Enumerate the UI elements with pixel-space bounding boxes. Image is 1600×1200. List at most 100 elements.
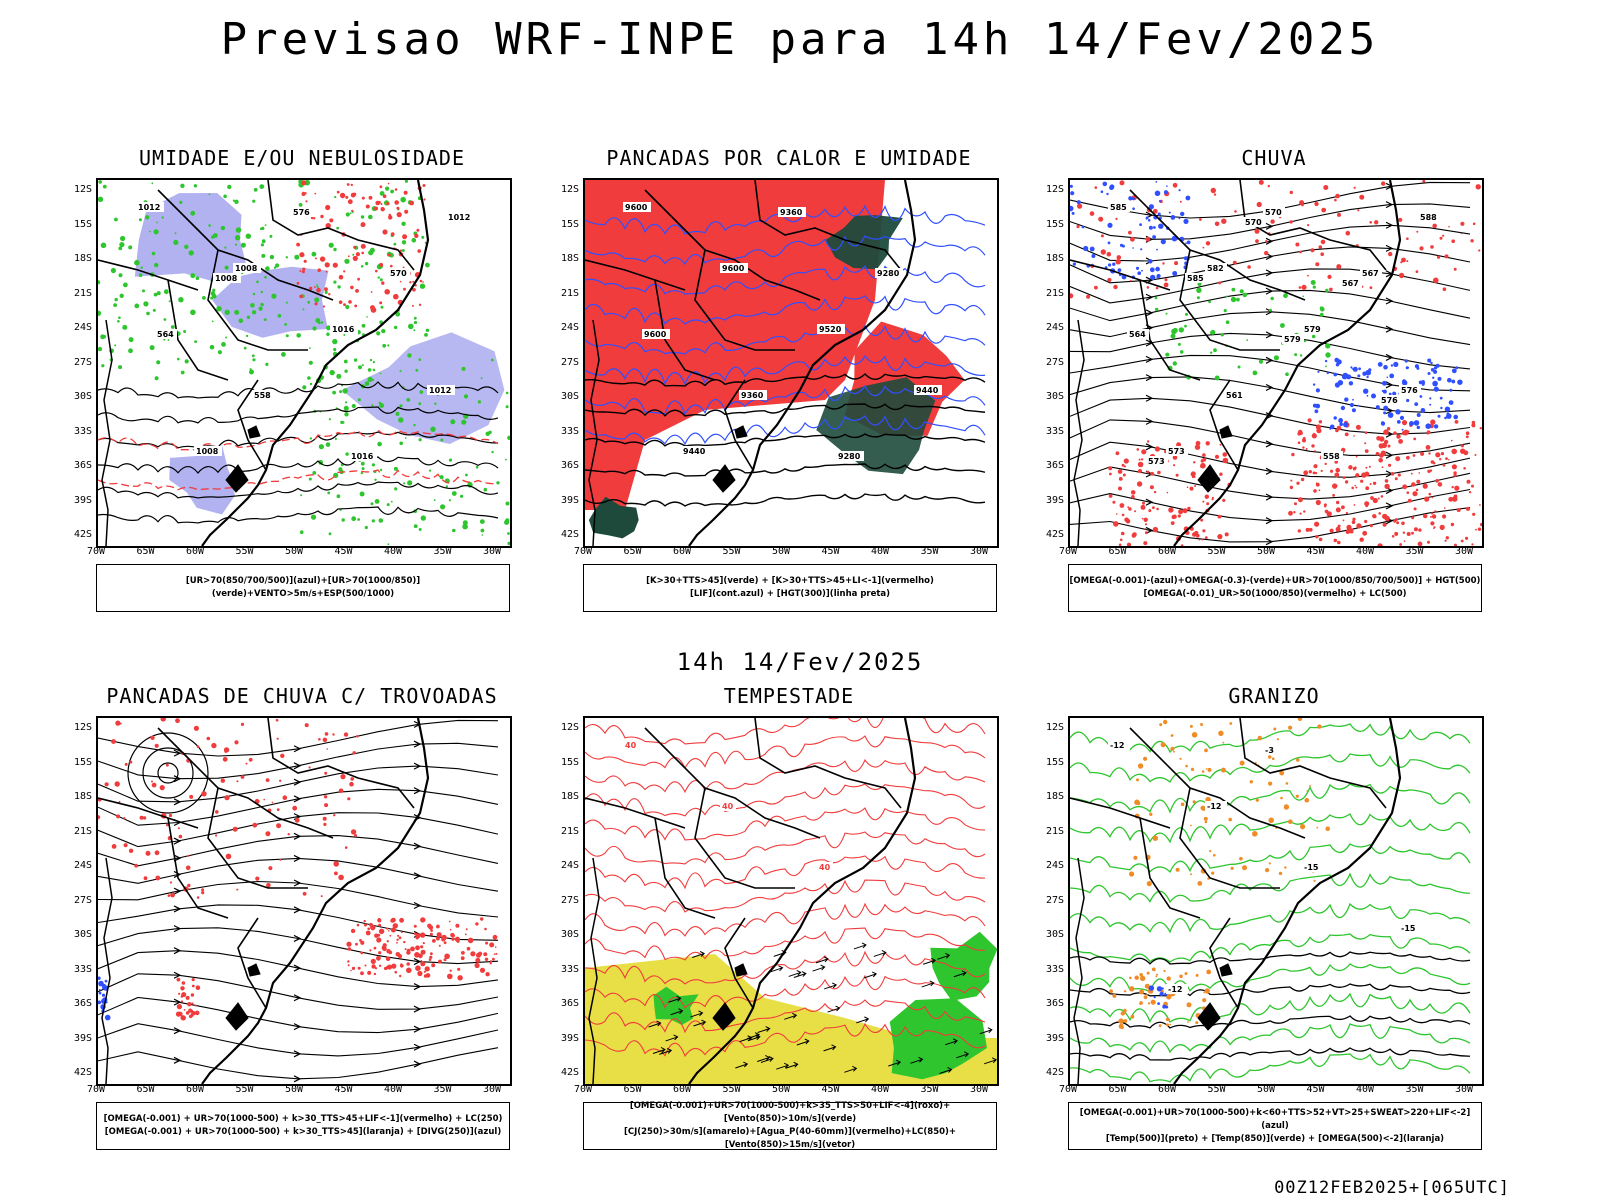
- storm-speck-red: [347, 947, 352, 951]
- rain-speck-red: [1387, 444, 1391, 448]
- humidity-speck-green: [349, 212, 352, 215]
- rain-speck-blue: [1117, 268, 1122, 272]
- contour-label-bg: [1205, 801, 1227, 811]
- storm-speck-red: [324, 732, 329, 736]
- precip-water-contour: [585, 783, 986, 817]
- longitude-tick-label: 45W: [1306, 546, 1325, 557]
- humidity-speck-green: [261, 239, 266, 244]
- rain-speck-red: [1427, 469, 1431, 473]
- rain-speck-red: [1307, 418, 1312, 423]
- rain-speck-blue: [1315, 403, 1321, 409]
- latitude-tick-label: 42S: [560, 1067, 579, 1078]
- storm-speck-red: [493, 953, 496, 955]
- rain-speck-green: [1312, 285, 1316, 289]
- humidity-speck-green: [221, 342, 226, 347]
- divergence-speck-blue: [98, 989, 101, 991]
- humidity-speck-green: [178, 297, 184, 303]
- latitude-tick-label: 24S: [73, 322, 92, 333]
- stream-arrow: [1265, 331, 1274, 339]
- storm-speck-red: [265, 831, 271, 837]
- storm-speck-red: [323, 822, 327, 826]
- rain-speck-red: [1475, 528, 1477, 531]
- wind-vector: [812, 964, 826, 972]
- humidity-speck-green: [481, 534, 484, 536]
- humidity-speck-green: [184, 359, 189, 364]
- rain-speck-red: [1348, 465, 1353, 470]
- latitude-tick-label: 18S: [73, 791, 92, 802]
- instability-area-green: [588, 496, 639, 539]
- omega-speck-orange: [1280, 796, 1283, 800]
- omega-speck-orange: [1112, 993, 1117, 998]
- storm-speck-red: [417, 970, 423, 977]
- humidity-speck-green: [461, 366, 466, 371]
- latitude-tick-label: 15S: [560, 756, 579, 768]
- rain-speck-red: [1154, 446, 1160, 452]
- precip-water-contour: [585, 807, 986, 841]
- rain-speck-red: [1444, 539, 1447, 542]
- rain-speck-red: [1345, 230, 1351, 236]
- longitude-tick-label: 60W: [1157, 546, 1177, 557]
- wind-speck-red: [403, 190, 408, 195]
- omega-speck-orange: [1123, 1019, 1128, 1023]
- humidity-speck-green: [352, 253, 355, 256]
- omega-speck-orange: [1257, 735, 1263, 741]
- humidity-speck-green: [212, 288, 216, 292]
- humidity-speck-green: [261, 253, 266, 258]
- rain-speck-red: [1140, 504, 1146, 510]
- rain-speck-red: [1442, 287, 1447, 291]
- rain-speck-red: [1106, 251, 1112, 257]
- humidity-speck-green: [102, 334, 106, 339]
- contour-label: -12: [1110, 741, 1124, 750]
- storm-speck-red: [485, 941, 489, 945]
- rain-speck-blue: [1432, 380, 1438, 387]
- longitude-tick-label: 40W: [1355, 546, 1375, 557]
- rain-speck-red: [1115, 217, 1118, 220]
- contour-label-bg: [136, 202, 164, 212]
- humidity-speck-green: [452, 528, 456, 533]
- humidity-speck-green: [190, 210, 196, 216]
- rain-speck-blue: [1314, 409, 1319, 414]
- rain-speck-red: [1383, 429, 1389, 435]
- stream-arrow: [293, 934, 302, 942]
- rain-speck-red: [1204, 494, 1209, 499]
- storm-speck-red: [396, 941, 398, 944]
- rain-speck-red: [1136, 481, 1143, 487]
- storm-speck-red: [386, 940, 389, 943]
- contour-label: 567: [1362, 269, 1379, 278]
- storm-speck-red: [489, 942, 495, 948]
- stream-arrow: [293, 795, 302, 803]
- rain-speck-red: [1395, 456, 1401, 462]
- contour-label: 585: [1187, 274, 1204, 283]
- humidity-speck-green: [420, 515, 426, 521]
- humidity-speck-green: [407, 353, 412, 358]
- humidity-speck-green: [114, 217, 118, 222]
- stream-arrow: [1145, 498, 1154, 506]
- humidity-speck-green: [480, 528, 485, 533]
- rain-speck-blue: [1081, 225, 1085, 229]
- stream-arrow: [1385, 381, 1394, 389]
- rain-speck-red: [1472, 222, 1476, 226]
- storm-speck-red: [279, 779, 282, 782]
- wind-speck-red: [370, 305, 375, 311]
- stream-arrow: [1145, 417, 1154, 425]
- wind-speck-red: [379, 185, 383, 189]
- humidity-speck-green: [271, 293, 277, 299]
- wind-speck-red: [299, 294, 303, 299]
- storm-speck-red: [475, 922, 479, 926]
- humidity-speck-green: [377, 276, 380, 279]
- storm-speck-red: [111, 844, 117, 849]
- contour-label: 576: [1401, 386, 1418, 395]
- storm-speck-red: [400, 963, 403, 966]
- wind-speck-red: [355, 289, 359, 293]
- humidity-speck-green: [345, 304, 350, 310]
- omega-speck-orange: [1197, 881, 1203, 886]
- humidity-speck-green: [390, 500, 393, 503]
- rain-speck-red: [1117, 469, 1123, 474]
- height-contour-500: [1070, 488, 1471, 522]
- rain-speck-red: [1435, 479, 1439, 483]
- streamline-250: [98, 880, 499, 918]
- humidity-speck-green: [328, 418, 331, 421]
- divergence-speck-blue: [101, 1000, 105, 1004]
- humidity-speck-green: [336, 494, 341, 499]
- storm-speck-red: [489, 960, 493, 963]
